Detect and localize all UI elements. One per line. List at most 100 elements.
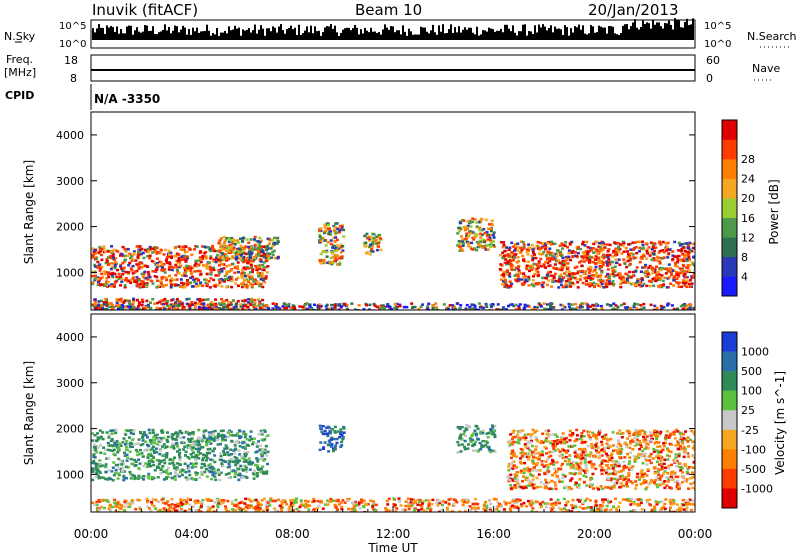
heatmap-cell	[158, 280, 162, 283]
heatmap-cell	[478, 306, 482, 309]
heatmap-cell	[187, 297, 191, 301]
heatmap-cell	[201, 458, 205, 462]
nsky-bar	[120, 29, 122, 40]
heatmap-cell	[493, 435, 497, 439]
heatmap-cell	[502, 274, 506, 277]
nsky-bar	[630, 26, 632, 40]
heatmap-cell	[116, 268, 120, 272]
heatmap-cell	[458, 427, 462, 430]
heatmap-cell	[202, 431, 206, 435]
heatmap-cell	[171, 458, 175, 462]
heatmap-cell	[204, 298, 208, 301]
heatmap-cell	[95, 462, 99, 466]
nsky-bar	[648, 23, 650, 40]
nsky-bar	[284, 33, 286, 40]
heatmap-cell	[638, 260, 642, 264]
heatmap-cell	[569, 285, 573, 288]
heatmap-cell	[506, 260, 510, 263]
nsky-bar	[484, 30, 486, 40]
heatmap-cell	[676, 430, 680, 433]
heatmap-cell	[517, 279, 521, 283]
heatmap-cell	[124, 258, 128, 261]
heatmap-cell	[561, 256, 565, 260]
heatmap-cell	[524, 478, 528, 482]
heatmap-cell	[652, 447, 656, 451]
freq-panel-frame	[90, 54, 696, 82]
heatmap-cell	[339, 305, 343, 308]
nsky-bar	[296, 34, 298, 40]
heatmap-cell	[133, 280, 137, 284]
nsky-bar	[668, 20, 670, 40]
heatmap-cell	[325, 250, 329, 254]
nsky-bar	[138, 31, 140, 40]
heatmap-cell	[141, 280, 145, 284]
heatmap-cell	[117, 473, 121, 477]
heatmap-cell	[196, 298, 200, 301]
heatmap-cell	[526, 440, 530, 443]
heatmap-cell	[677, 442, 681, 445]
heatmap-cell	[137, 301, 141, 304]
nsky-bar	[302, 33, 304, 40]
heatmap-cell	[463, 447, 467, 451]
heatmap-cell	[225, 307, 229, 310]
heatmap-cell	[101, 431, 105, 434]
heatmap-cell	[637, 452, 641, 456]
heatmap-cell	[177, 272, 181, 275]
heatmap-cell	[541, 265, 545, 268]
heatmap-cell	[337, 308, 341, 310]
heatmap-cell	[171, 461, 175, 465]
heatmap-cell	[157, 443, 161, 447]
heatmap-cell	[635, 456, 639, 459]
heatmap-cell	[247, 252, 251, 255]
heatmap-cell	[120, 277, 124, 281]
heatmap-cell	[660, 268, 664, 272]
heatmap-cell	[639, 445, 643, 448]
heatmap-cell	[189, 269, 193, 272]
heatmap-cell	[468, 230, 472, 233]
heatmap-cell	[613, 473, 617, 476]
heatmap-cell	[226, 451, 230, 454]
heatmap-cell	[477, 438, 481, 441]
heatmap-cell	[456, 440, 460, 444]
heatmap-cell	[113, 281, 117, 284]
heatmap-cell	[102, 270, 106, 273]
power-ylabel: Slant Range [km]	[22, 160, 36, 264]
heatmap-cell	[526, 466, 530, 469]
heatmap-cell	[316, 307, 320, 310]
nsky-bar	[408, 28, 410, 40]
heatmap-cell	[614, 258, 618, 261]
heatmap-cell	[270, 239, 274, 242]
heatmap-cell	[676, 273, 680, 276]
heatmap-cell	[574, 251, 578, 254]
heatmap-cell	[276, 240, 280, 243]
heatmap-cell	[688, 241, 692, 245]
heatmap-cell	[591, 277, 595, 280]
heatmap-cell	[458, 435, 462, 438]
heatmap-cell	[198, 297, 202, 301]
heatmap-cell	[136, 283, 140, 287]
heatmap-cell	[647, 483, 651, 486]
heatmap-cell	[231, 255, 235, 258]
heatmap-cell	[282, 302, 286, 305]
heatmap-cell	[509, 483, 513, 487]
heatmap-cell	[159, 282, 163, 285]
heatmap-cell	[155, 257, 159, 260]
heatmap-cell	[140, 303, 144, 307]
heatmap-cell	[533, 253, 537, 256]
heatmap-cell	[522, 471, 526, 475]
heatmap-cell	[256, 272, 260, 275]
heatmap-cell	[260, 308, 264, 310]
heatmap-cell	[522, 259, 526, 262]
heatmap-cell	[322, 258, 326, 262]
heatmap-cell	[641, 461, 645, 465]
heatmap-cell	[561, 304, 565, 308]
heatmap-cell	[258, 236, 262, 240]
heatmap-cell	[504, 308, 508, 310]
heatmap-cell	[147, 472, 151, 476]
heatmap-cell	[247, 273, 251, 277]
heatmap-cell	[616, 432, 620, 435]
heatmap-cell	[135, 245, 139, 248]
nsky-bar	[326, 26, 328, 40]
heatmap-cell	[611, 444, 615, 447]
heatmap-cell	[645, 463, 649, 466]
